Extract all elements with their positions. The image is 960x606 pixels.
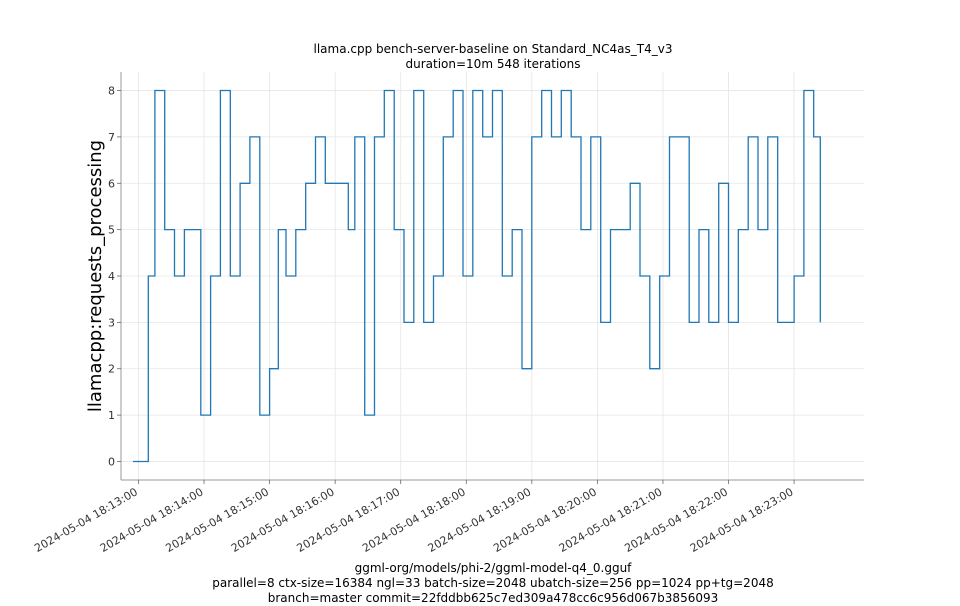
series-group — [133, 89, 821, 463]
y-tick-label: 4 — [108, 270, 115, 283]
series-line — [133, 89, 821, 463]
chart-subtitle: duration=10m 548 iterations — [405, 57, 581, 71]
y-tick-label: 8 — [108, 85, 115, 98]
y-tick-label: 3 — [108, 316, 115, 329]
footer-params: parallel=8 ctx-size=16384 ngl=33 batch-s… — [212, 576, 774, 590]
footer-commit: branch=master commit=22fddbb625c7ed309a4… — [267, 591, 719, 605]
y-tick-label: 0 — [108, 455, 115, 468]
y-tick-label: 2 — [108, 363, 115, 376]
y-tick-label: 1 — [108, 409, 115, 422]
footer-model: ggml-org/models/phi-2/ggml-model-q4_0.gg… — [354, 561, 632, 575]
y-tick-label: 5 — [108, 224, 115, 237]
y-tick-label: 7 — [108, 131, 115, 144]
chart-title: llama.cpp bench-server-baseline on Stand… — [313, 42, 673, 56]
y-axis-label: llamacpp:requests_processing — [85, 140, 106, 412]
y-axis: 0 1 2 3 4 5 6 7 8 — [108, 85, 121, 468]
y-tick-label: 6 — [108, 177, 115, 190]
x-tick-label: 2024-05-04 18:13:00 — [32, 485, 140, 555]
